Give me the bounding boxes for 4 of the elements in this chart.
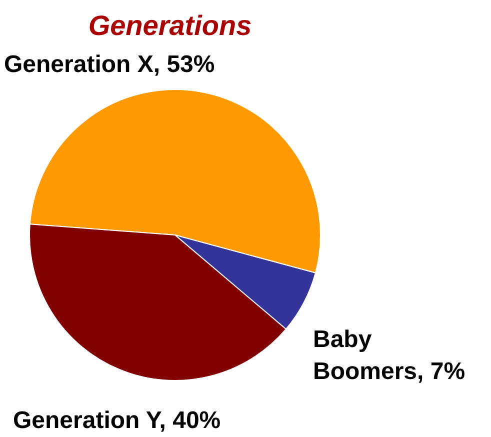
slice-label: Generation Y, 40% xyxy=(13,407,221,434)
slice-label: Generation X, 53% xyxy=(4,51,215,78)
slice-label: Baby Boomers, 7% xyxy=(313,326,466,385)
chart-title: Generations xyxy=(88,10,252,41)
